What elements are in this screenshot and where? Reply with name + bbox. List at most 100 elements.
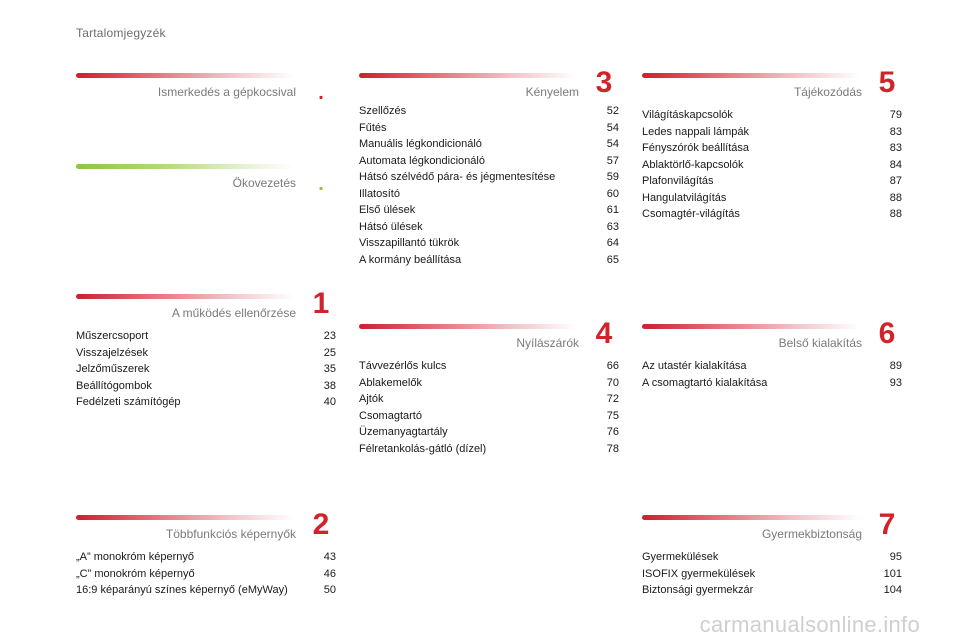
toc-entry-page: 88 [889, 208, 902, 220]
toc-entry-label: ISOFIX gyermekülések [642, 567, 756, 580]
toc-entry[interactable]: Műszercsoport 23 [76, 328, 336, 345]
toc-entry[interactable]: Illatosító 60 [359, 186, 619, 203]
toc-entry-label: Illatosító [359, 187, 400, 200]
toc-entry[interactable]: „A” monokróm képernyő 43 [76, 549, 336, 566]
toc-entry-page: 78 [606, 442, 619, 455]
toc-entry-page: 75 [606, 409, 619, 422]
toc-entry[interactable]: Világításkapcsolók 79 [642, 107, 902, 124]
toc-entry-page: 70 [606, 376, 619, 389]
entry-list: Gyermekülések 95 ISOFIX gyermekülések 101 Bi… [642, 549, 902, 599]
toc-entry[interactable]: Csomagtartó 75 [359, 408, 619, 425]
section-heading: Ismerkedés a gépkocsival [157, 85, 296, 99]
section-dot-icon: . [318, 173, 324, 195]
toc-entry[interactable]: Visszapillantó tükrök 64 [359, 235, 619, 252]
toc-entry-page: 40 [323, 396, 336, 408]
toc-entry[interactable]: Fényszórók beállítása 83 [642, 140, 902, 157]
toc-entry[interactable]: Biztonsági gyermekzár 104 [642, 582, 902, 599]
toc-entry[interactable]: Jelzőműszerek 35 [76, 361, 336, 378]
toc-entry-page: 76 [606, 426, 619, 438]
toc-entry[interactable]: Első ülések 61 [359, 202, 619, 219]
toc-entry-label: „C” monokróm képernyő [76, 567, 195, 580]
section-heading: Kényelem [525, 85, 579, 99]
toc-entry[interactable]: Ajtók 72 [359, 391, 619, 408]
section-heading: A működés ellenőrzése [171, 306, 296, 320]
toc-entry-label: Fűtés [359, 121, 387, 134]
toc-entry-label: Visszajelzések [76, 346, 148, 359]
watermark: carmanualsonline.info [699, 612, 920, 637]
section-dot-icon: . [318, 82, 324, 104]
toc-entry-page: 83 [889, 142, 902, 154]
entry-list: „A” monokróm képernyő 43 „C” monokróm képe… [76, 549, 336, 599]
toc-entry-label: Csomagtartó [359, 409, 422, 422]
toc-entry-page: 59 [606, 171, 619, 183]
section-number: 5 [878, 66, 896, 99]
toc-entry[interactable]: A csomagtartó kialakítása 93 [642, 375, 902, 392]
toc-entry-label: Világításkapcsolók [642, 109, 733, 121]
toc-entry-label: Az utastér kialakítása [642, 360, 747, 372]
toc-entry[interactable]: Az utastér kialakítása 89 [642, 358, 902, 375]
toc-entry-label: Fényszórók beállítása [642, 142, 749, 154]
toc-entry-page: 60 [606, 187, 619, 200]
section-bar [76, 515, 294, 520]
toc-entry-label: „A” monokróm képernyő [76, 551, 194, 563]
toc-entry[interactable]: Félretankolás-gátló (dízel) 78 [359, 441, 619, 458]
toc-entry-page: 104 [883, 584, 902, 596]
toc-entry-label: Ajtók [359, 393, 384, 405]
toc-entry[interactable]: Fűtés 54 [359, 120, 619, 137]
toc-entry-label: A csomagtartó kialakítása [642, 376, 768, 389]
toc-entry-label: Csomagtér-világítás [642, 208, 740, 220]
toc-entry[interactable]: Automata légkondicionáló 57 [359, 153, 619, 170]
toc-entry[interactable]: 16:9 képarányú színes képernyő (eMyWay) 5… [76, 582, 336, 599]
toc-entry[interactable]: Hátsó ülések 63 [359, 219, 619, 236]
section-bar [642, 324, 860, 329]
toc-entry-page: 89 [889, 360, 902, 372]
toc-entry-label: A kormány beállítása [359, 253, 462, 266]
toc-entry-label: Beállítógombok [76, 379, 152, 392]
section-bar [359, 73, 577, 78]
toc-entry-page: 52 [606, 105, 619, 117]
section-bar [642, 515, 860, 520]
toc-entry-label: Hátsó ülések [359, 220, 423, 233]
toc-entry-page: 66 [606, 360, 619, 372]
toc-entry[interactable]: Ablaktörlő-kapcsolók 84 [642, 157, 902, 174]
toc-entry[interactable]: Hátsó szélvédő pára- és jégmentesítése 59 [359, 169, 619, 186]
toc-entry[interactable]: Távvezérlős kulcs 66 [359, 358, 619, 375]
toc-entry-label: 16:9 képarányú színes képernyő (eMyWay) [76, 584, 288, 596]
toc-entry[interactable]: Beállítógombok 38 [76, 378, 336, 395]
toc-entry-page: 84 [889, 158, 902, 171]
toc-entry[interactable]: Hangulatvilágítás 88 [642, 190, 902, 207]
toc-entry-label: Automata légkondicionáló [359, 154, 485, 167]
toc-entry[interactable]: Szellőzés 52 [359, 103, 619, 120]
entry-list: Világításkapcsolók 79 Ledes nappali lámpák… [642, 107, 902, 223]
toc-entry-page: 25 [323, 346, 336, 359]
toc-entry[interactable]: Ablakemelők 70 [359, 375, 619, 392]
toc-entry[interactable]: A kormány beállítása 65 [359, 252, 619, 269]
toc-entry[interactable]: Üzemanyagtartály 76 [359, 424, 619, 441]
section-number: 7 [878, 508, 896, 541]
toc-entry-label: Manuális légkondicionáló [359, 138, 482, 150]
toc-entry-label: Fedélzeti számítógép [76, 396, 181, 408]
toc-entry-page: 95 [889, 551, 902, 563]
toc-entry[interactable]: Csomagtér-világítás 88 [642, 206, 902, 223]
entry-list: Távvezérlős kulcs 66 Ablakemelők 70 Ajtók 72 C… [359, 358, 619, 457]
toc-entry[interactable]: Gyermekülések 95 [642, 549, 902, 566]
toc-entry[interactable]: Ledes nappali lámpák 83 [642, 124, 902, 141]
section-number: 2 [312, 508, 330, 541]
toc-entry[interactable]: „C” monokróm képernyő 46 [76, 566, 336, 583]
section-bar [642, 73, 860, 78]
toc-entry-label: Ablaktörlő-kapcsolók [642, 158, 744, 171]
toc-entry-label: Hangulatvilágítás [642, 191, 727, 204]
toc-entry[interactable]: Manuális légkondicionáló 54 [359, 136, 619, 153]
toc-entry-label: Hátsó szélvédő pára- és jégmentesítése [359, 171, 556, 183]
toc-entry[interactable]: Fedélzeti számítógép 40 [76, 394, 336, 411]
section-bar [76, 164, 294, 169]
entry-list: Az utastér kialakítása 89 A csomagtartó ki… [642, 358, 902, 391]
toc-entry-page: 79 [889, 109, 902, 121]
toc-entry[interactable]: Plafonvilágítás 87 [642, 173, 902, 190]
section-heading: Ökovezetés [232, 176, 296, 190]
toc-entry-page: 65 [606, 253, 619, 266]
toc-entry-label: Távvezérlős kulcs [359, 360, 447, 372]
toc-entry[interactable]: Visszajelzések 25 [76, 345, 336, 362]
toc-entry-page: 38 [323, 379, 336, 392]
toc-entry[interactable]: ISOFIX gyermekülések 101 [642, 566, 902, 583]
